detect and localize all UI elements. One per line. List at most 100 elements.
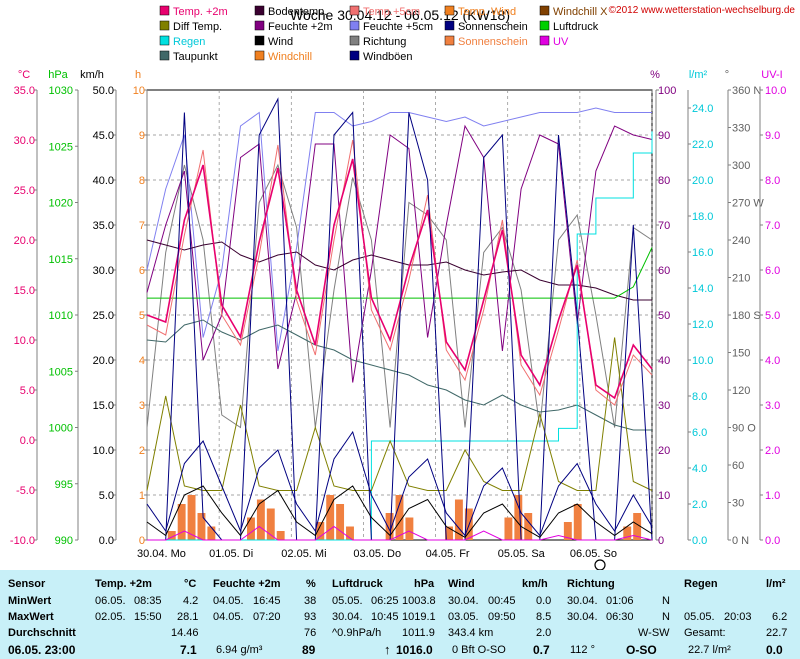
legend-swatch — [159, 20, 170, 31]
axis-tick-label-uv: 3.0 — [765, 400, 780, 412]
max-hum-date: 04.05. — [213, 611, 244, 623]
axis-tick-label-humidity_pct: 10 — [658, 490, 670, 502]
series-line-bodentemp- — [146, 239, 652, 301]
legend-swatch — [444, 20, 455, 31]
avg-wind-value: 2.0 — [536, 627, 552, 639]
min-temp-value: 4.2 — [183, 595, 199, 607]
axis-tick-label-wind_kmh: 45.0 — [93, 130, 114, 142]
max-hum-time: 07:20 — [253, 611, 281, 623]
legend-swatch — [159, 35, 170, 46]
axis-tick-label-pressure_hpa: 1000 — [49, 423, 73, 435]
axis-tick-label-sun_h: 4 — [139, 355, 145, 367]
axis-tick-label-humidity_pct: 20 — [658, 445, 670, 457]
axis-tick-label-pressure_hpa: 1010 — [49, 310, 73, 322]
x-tick-label: 30.04. Mo — [137, 548, 186, 560]
current-hum-value: 89 — [302, 643, 316, 657]
current-temp-value: 7.1 — [180, 643, 197, 657]
avg-hum-value: 76 — [304, 627, 317, 639]
axis-tick-label-humidity_pct: 90 — [658, 130, 670, 142]
axis-tick-label-uv: 10.0 — [765, 85, 786, 97]
avg-rain-value: 22.7 — [766, 627, 788, 639]
series-line-luftdruck — [147, 247, 653, 299]
sunshine-bar — [207, 526, 216, 540]
legend-label: Regen — [173, 36, 205, 48]
axis-tick-label-rain_lm2: 0.0 — [692, 535, 707, 547]
legend-label: Wind — [268, 36, 293, 48]
sunshine-bar — [167, 531, 176, 540]
min-press-time: 06:25 — [371, 595, 399, 607]
axis-unit-direction_deg: ° — [725, 69, 729, 81]
legend-swatch — [159, 50, 170, 61]
axis-tick-label-direction_deg: 180 S — [732, 310, 761, 322]
legend-swatch — [444, 5, 455, 16]
sunshine-bar — [187, 495, 196, 540]
axis-tick-label-direction_deg: 210 — [732, 273, 750, 285]
legend-label: Temp. Wind — [458, 6, 516, 18]
legend-label: Temp. +2m — [173, 6, 228, 18]
axis-tick-label-uv: 7.0 — [765, 220, 780, 232]
axis-tick-label-direction_deg: 270 W — [732, 198, 764, 210]
min-dir-time: 01:06 — [606, 595, 634, 607]
x-tick-label: 01.05. Di — [209, 548, 253, 560]
axis-tick-label-sun_h: 0 — [139, 535, 145, 547]
header-sensor: Sensor — [8, 578, 46, 590]
sunshine-bar — [316, 522, 325, 540]
avg-press-trend: ^0.9hPa/h — [332, 627, 382, 639]
axis-tick-label-sun_h: 6 — [139, 265, 145, 277]
x-tick-label: 06.05. So — [570, 548, 617, 560]
axis-tick-label-pressure_hpa: 1020 — [49, 198, 73, 210]
axis-tick-label-temp_c: 5.0 — [20, 385, 35, 397]
axis-tick-label-pressure_hpa: 990 — [55, 535, 73, 547]
min-wind-value: 0.0 — [536, 595, 552, 607]
axis-tick-label-temp_c: -5.0 — [16, 485, 35, 497]
axis-tick-label-rain_lm2: 18.0 — [692, 211, 713, 223]
axis-tick-label-wind_kmh: 35.0 — [93, 220, 114, 232]
min-dir-date: 30.04. — [567, 595, 598, 607]
sunshine-bar — [524, 513, 533, 540]
legend-label: Taupunkt — [173, 51, 218, 63]
axis-tick-label-sun_h: 8 — [139, 175, 145, 187]
axis-tick-label-direction_deg: 120 — [732, 385, 750, 397]
header-rain-unit: l/m² — [766, 578, 786, 590]
axis-tick-label-humidity_pct: 40 — [658, 355, 670, 367]
header-pressure-unit: hPa — [414, 578, 435, 590]
axis-tick-label-temp_c: 20.0 — [14, 235, 35, 247]
header-humidity: Feuchte +2m — [213, 578, 281, 590]
avg-press-value: 1011.9 — [402, 627, 435, 639]
stats-table: Sensor Temp. +2m °C Feuchte +2m % Luftdr… — [0, 570, 800, 659]
axis-tick-label-sun_h: 1 — [139, 490, 145, 502]
axis-tick-label-sun_h: 2 — [139, 445, 145, 457]
sunshine-bar — [197, 513, 206, 540]
max-temp-value: 28.1 — [177, 611, 199, 623]
series-line-feuchte-2m — [146, 124, 653, 383]
legend-swatch — [349, 50, 360, 61]
axis-tick-label-uv: 1.0 — [765, 490, 780, 502]
sunshine-bar — [346, 526, 354, 540]
axis-tick-label-pressure_hpa: 1025 — [49, 141, 73, 153]
axis-tick-label-temp_c: 10.0 — [14, 335, 35, 347]
legend-label: Sonnenschein — [458, 21, 528, 33]
axis-unit-sun_h: h — [135, 69, 141, 81]
axis-tick-label-temp_c: 35.0 — [14, 85, 35, 97]
axis-tick-label-humidity_pct: 0 — [658, 535, 664, 547]
axis-tick-label-direction_deg: 0 N — [732, 535, 749, 547]
axis-tick-label-sun_h: 5 — [139, 310, 145, 322]
series-line-taupunkt — [146, 319, 652, 431]
header-temp-unit: °C — [184, 578, 197, 590]
axis-tick-label-uv: 4.0 — [765, 355, 780, 367]
max-wind-date: 03.05. — [448, 611, 479, 623]
axis-tick-label-rain_lm2: 10.0 — [692, 355, 713, 367]
max-press-date: 30.04. — [332, 611, 363, 623]
max-dir-time: 06:30 — [606, 611, 634, 623]
sunshine-bar — [504, 517, 513, 540]
axis-tick-label-direction_deg: 60 — [732, 460, 744, 472]
min-hum-value: 38 — [304, 595, 317, 607]
axis-tick-label-direction_deg: 300 — [732, 160, 750, 172]
header-pressure: Luftdruck — [332, 578, 383, 590]
weather-chart: Woche 30.04.12 - 06.05.12 (KW18) ©2012 ww… — [10, 5, 795, 570]
axis-tick-label-wind_kmh: 5.0 — [99, 490, 114, 502]
position-marker-icon — [594, 559, 606, 570]
legend-swatch — [254, 50, 265, 61]
legend-label: Richtung — [363, 36, 406, 48]
axis-tick-label-uv: 6.0 — [765, 265, 780, 277]
